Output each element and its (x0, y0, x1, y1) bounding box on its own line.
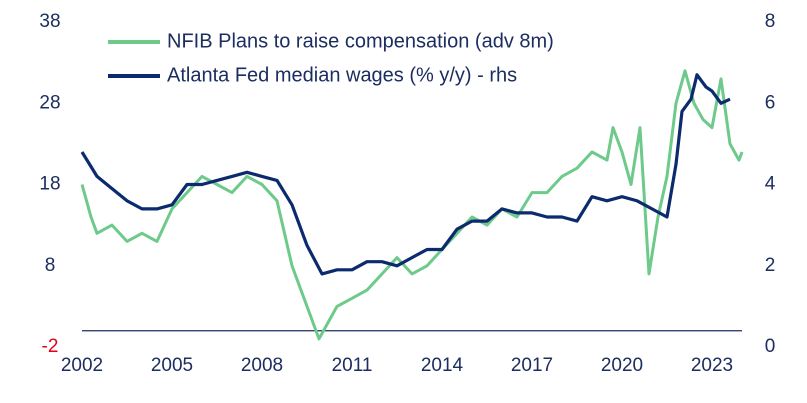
y2-tick-label: 4 (765, 174, 776, 195)
x-tick-label: 2023 (691, 355, 733, 376)
y2-tick-label: 0 (765, 336, 776, 357)
x-tick-label: 2005 (151, 355, 193, 376)
x-tick-label: 2017 (511, 355, 553, 376)
y2-tick-label: 8 (765, 11, 776, 32)
x-tick-label: 2008 (241, 355, 283, 376)
legend-label: NFIB Plans to raise compensation (adv 8m… (167, 30, 554, 52)
legend-label: Atlanta Fed median wages (% y/y) - rhs (167, 64, 517, 86)
x-tick-label: 2002 (61, 355, 103, 376)
series-line (80, 69, 744, 341)
x-tick-label: 2020 (601, 355, 643, 376)
y-tick-label: 38 (39, 11, 60, 32)
y-tick-label: -2 (42, 336, 59, 357)
y-tick-label: 28 (39, 92, 60, 113)
series-line (80, 73, 731, 276)
x-tick-label: 2014 (421, 355, 464, 376)
y2-tick-label: 6 (765, 92, 776, 113)
x-tick-label: 2011 (332, 355, 373, 376)
y-tick-label: 8 (45, 255, 56, 276)
y-tick-label: 18 (39, 174, 60, 195)
y2-tick-label: 2 (765, 255, 776, 276)
